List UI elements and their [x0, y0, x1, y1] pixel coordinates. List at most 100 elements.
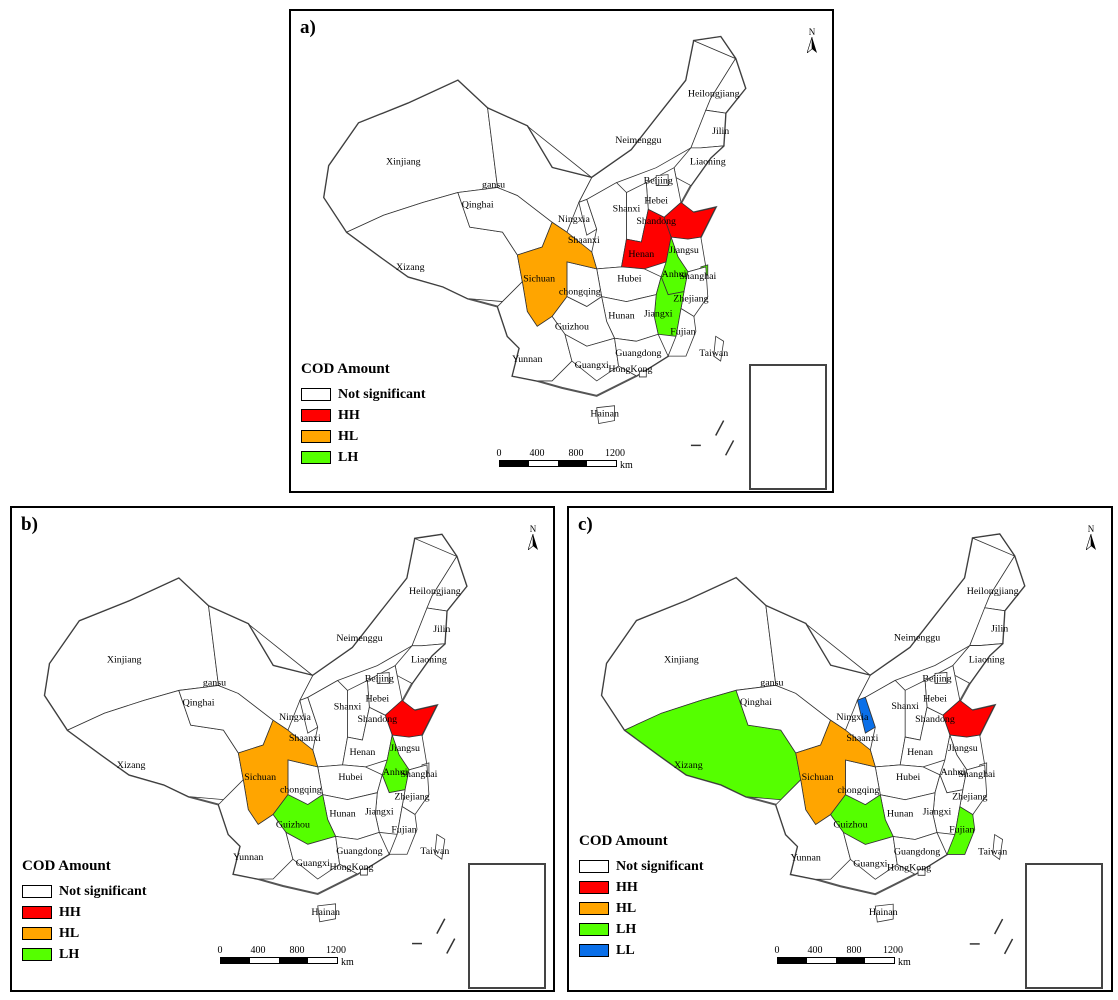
- province-beijing: [655, 174, 669, 186]
- province-label-chongqing: chongqing: [280, 785, 322, 796]
- legend-label: HH: [338, 407, 360, 423]
- province-label-qinghai: Qinghai: [183, 697, 215, 708]
- legend-swatch: [22, 906, 52, 919]
- province-yunnan: [775, 779, 851, 880]
- province-label-hebei: Hebei: [365, 693, 389, 704]
- legend-label: HH: [59, 904, 81, 920]
- panel-label: b): [21, 514, 38, 535]
- legend-label: LH: [338, 449, 359, 465]
- province-label-beijing: Beijing: [365, 673, 394, 684]
- north-arrow-icon: N: [525, 524, 541, 552]
- province-taiwan: [992, 833, 1004, 861]
- legend-swatch: [22, 927, 52, 940]
- province-label-ningxia: Ningxia: [279, 712, 312, 723]
- legend-item: LH: [22, 944, 147, 965]
- province-taiwan: [713, 335, 725, 362]
- scale-unit: km: [341, 957, 354, 968]
- province-label-taiwan: Taiwan: [699, 348, 728, 359]
- province-label-gansu: gansu: [203, 677, 226, 688]
- province-label-hunan: Hunan: [887, 809, 914, 820]
- province-label-jilin: Jilin: [712, 126, 729, 137]
- province-label-shandong: Shandong: [357, 714, 397, 725]
- scale-tick-label: 800: [846, 945, 862, 956]
- province-label-hunan: Hunan: [608, 310, 634, 321]
- province-label-jiangsu: Jiangsu: [669, 245, 699, 256]
- legend-label: Not significant: [338, 386, 426, 402]
- province-label-neimenggu: Neimenggu: [894, 633, 940, 644]
- province-label-henan: Henan: [628, 249, 654, 260]
- legend-swatch: [301, 451, 331, 464]
- province-label-shanghai: Shanghai: [958, 769, 995, 780]
- legend-item: LH: [301, 447, 426, 468]
- province-label-fujian: Fujian: [391, 824, 416, 835]
- scale-tick-label: 0: [774, 945, 780, 956]
- legend-label: HL: [338, 428, 359, 444]
- legend-label: Not significant: [616, 858, 704, 874]
- province-label-taiwan: Taiwan: [420, 846, 449, 857]
- province-taiwan: [434, 833, 446, 860]
- province-label-shaanxi: Shaanxi: [568, 235, 600, 246]
- province-label-gansu: gansu: [760, 677, 783, 688]
- province-label-henan: Henan: [349, 747, 375, 758]
- province-label-guizhou: Guizhou: [833, 820, 867, 831]
- legend-label: HH: [616, 879, 638, 895]
- province-hongkong: [360, 868, 368, 876]
- map-panel-c: Xinjiang Xizang Qinghai gansu Neimenggu Heilo…: [567, 506, 1113, 992]
- scale-bar-graphic: [499, 460, 617, 467]
- province-label-xinjiang: Xinjiang: [386, 157, 421, 168]
- province-yunnan: [497, 280, 573, 382]
- province-label-anhui: Anhui: [383, 767, 408, 778]
- scale-unit: km: [620, 460, 633, 471]
- province-label-beijing: Beijing: [644, 176, 673, 187]
- legend-item: HL: [301, 426, 426, 447]
- province-guangdong: [335, 831, 390, 875]
- province-label-xinjiang: Xinjiang: [664, 654, 699, 665]
- map-panel-b: Xinjiang Xizang Qinghai gansu Neimenggu Heilo…: [10, 506, 555, 992]
- province-label-guangdong: Guangdong: [615, 348, 661, 359]
- boundary-dash: [993, 918, 1004, 935]
- scale-tick-label: 0: [217, 945, 223, 956]
- province-guangdong: [614, 333, 669, 377]
- province-hainan: [596, 405, 615, 425]
- legend-item: LH: [579, 919, 704, 940]
- legend-item: Not significant: [22, 881, 147, 902]
- province-label-fujian: Fujian: [670, 326, 695, 337]
- province-hainan: [317, 903, 337, 923]
- province-label-liaoning: Liaoning: [690, 157, 726, 168]
- province-hainan: [874, 903, 894, 923]
- province-label-hubei: Hubei: [617, 274, 641, 285]
- scale-bar: 0 400 800 1200 km: [774, 945, 917, 968]
- province-label-jiangsu: Jiangsu: [390, 743, 420, 754]
- legend-swatch: [22, 885, 52, 898]
- legend-item: HL: [579, 898, 704, 919]
- scale-tick-label: 800: [568, 448, 584, 459]
- china-map: Xinjiang Xizang Qinghai gansu Neimenggu Heilo…: [600, 533, 1026, 955]
- map-panel-a: Xinjiang Xizang Qinghai gansu Neimenggu Heilo…: [289, 9, 834, 493]
- province-label-yunnan: Yunnan: [512, 354, 542, 365]
- legend-item: Not significant: [579, 856, 704, 877]
- legend-label: LL: [616, 942, 635, 958]
- province-label-zhejiang: Zhejiang: [673, 294, 708, 305]
- province-label-xizang: Xizang: [117, 760, 146, 771]
- scale-tick-label: 400: [250, 945, 266, 956]
- province-label-chongqing: chongqing: [559, 287, 601, 298]
- scale-bar: 0 400 800 1200 km: [217, 945, 360, 968]
- province-beijing: [376, 672, 390, 684]
- province-label-shaanxi: Shaanxi: [846, 733, 878, 744]
- province-label-heilongjiang: Heilongjiang: [967, 586, 1019, 597]
- legend-item: HH: [301, 405, 426, 426]
- scale-bar-graphic: [220, 957, 338, 964]
- legend-swatch: [301, 409, 331, 422]
- province-label-zhejiang: Zhejiang: [952, 792, 987, 803]
- province-label-shanxi: Shanxi: [891, 701, 919, 712]
- scale-tick-label: 1200: [605, 448, 625, 459]
- province-label-fujian: Fujian: [949, 825, 974, 836]
- legend-swatch: [579, 923, 609, 936]
- province-label-guangxi: Guangxi: [853, 858, 887, 869]
- province-label-jiangxi: Jiangxi: [644, 308, 673, 319]
- scale-tick-label: 0: [496, 448, 502, 459]
- province-label-neimenggu: Neimenggu: [336, 633, 382, 644]
- panel-label: a): [300, 17, 316, 38]
- scale-tick-label: 1200: [326, 945, 346, 956]
- province-label-guizhou: Guizhou: [276, 819, 310, 830]
